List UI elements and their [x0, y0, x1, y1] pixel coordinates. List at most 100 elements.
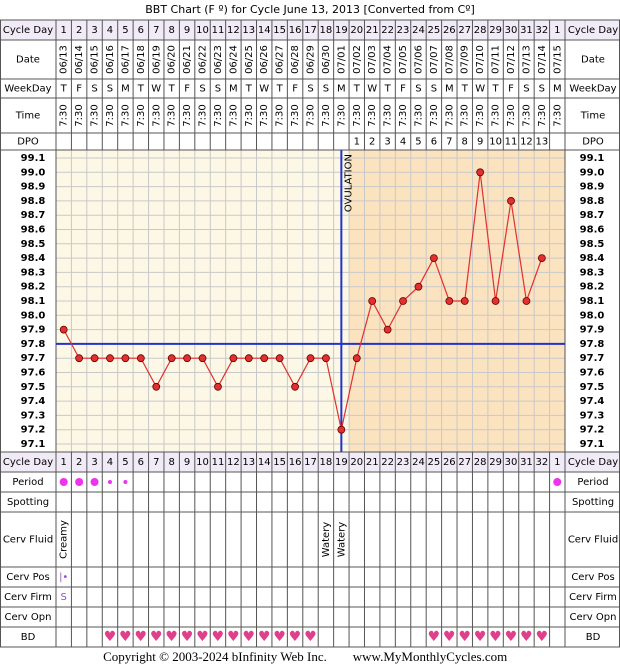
temperature-point [291, 382, 299, 391]
bd-text: ♥ [304, 629, 317, 645]
date-text: 07/09 [460, 45, 471, 74]
date-text: 07/11 [491, 45, 502, 74]
time-text: 7:30 [383, 104, 394, 126]
temperature-point [445, 297, 454, 305]
date-text: 07/01 [336, 45, 347, 74]
time-text: 7:30 [74, 104, 85, 126]
date-text: 07/13 [521, 45, 532, 74]
time-text: 7:30 [244, 104, 255, 126]
temperature-point [383, 325, 392, 334]
cycle-day-text: 8 [168, 457, 174, 468]
weekday-text: T [461, 84, 469, 95]
cycle-day-text: 15 [273, 25, 286, 36]
temperature-point [460, 297, 469, 305]
weekday-text: S [523, 84, 529, 95]
weekday-text: W [259, 84, 269, 95]
date-text: 06/22 [198, 45, 209, 74]
row-label: Cerv Pos [6, 572, 49, 583]
cycle-day-text: 9 [184, 25, 190, 36]
date-text: 07/14 [537, 45, 548, 74]
bd-text: ♥ [196, 629, 209, 645]
row-label: Cerv Opn [5, 612, 52, 623]
y-tick-label: 97.1 [21, 439, 46, 450]
cycle-day-text: 14 [258, 457, 271, 468]
cycle-day-text: 1 [554, 457, 560, 468]
row-label: Cerv Fluid [3, 535, 53, 546]
y-tick-label-right: 98.1 [580, 296, 605, 307]
temperature-point [152, 382, 161, 391]
weekday-text: S [323, 84, 329, 95]
date-text: 07/06 [413, 45, 424, 74]
temperature-point [214, 382, 222, 391]
time-text: 7:30 [460, 104, 471, 126]
y-tick-label-right: 98.2 [580, 282, 605, 293]
dpo-text: 6 [431, 137, 437, 148]
weekday-text: S [415, 84, 421, 95]
cycle-day-text: 4 [107, 25, 113, 36]
time-text: 7:30 [182, 104, 193, 126]
bd-text: ♥ [428, 629, 441, 645]
y-tick-label: 98.5 [21, 239, 46, 250]
y-tick-label: 97.6 [21, 367, 46, 378]
row-label: DPO [17, 137, 39, 148]
bd-text: ♥ [505, 629, 518, 645]
cycle-day-text: 27 [458, 457, 471, 468]
cycle-day-text: 5 [122, 25, 128, 36]
y-tick-label-right: 99.0 [580, 167, 605, 178]
temperature-point [306, 354, 315, 363]
y-tick-label-right: 98.7 [580, 210, 605, 221]
cycle-day-text: 10 [196, 457, 209, 468]
weekday-text: S [431, 84, 437, 95]
bd-text: ♥ [212, 629, 225, 645]
y-tick-label-right: 98.0 [580, 310, 605, 321]
time-text: 7:30 [336, 104, 347, 126]
cycle-day-text: 3 [91, 25, 97, 36]
cycle-day-text: 31 [520, 457, 533, 468]
weekday-text: S [215, 84, 221, 95]
weekday-text: T [353, 84, 361, 95]
cycle-day-text: 2 [76, 457, 82, 468]
time-text: 7:30 [398, 104, 409, 126]
y-tick-label-right: 97.7 [580, 353, 605, 364]
weekday-text: F [184, 84, 190, 95]
y-tick-label: 97.2 [21, 425, 46, 436]
cycle-day-text: 27 [458, 25, 471, 36]
cycle-day-text: 21 [366, 457, 379, 468]
y-tick-label: 98.0 [21, 310, 46, 321]
y-tick-label: 97.3 [21, 410, 46, 421]
weekday-text: F [292, 84, 298, 95]
weekday-text: W [475, 84, 485, 95]
date-text: 06/18 [136, 45, 147, 74]
date-text: 06/14 [74, 45, 85, 74]
bd-text: ♥ [119, 629, 132, 645]
temperature-point [260, 354, 269, 363]
cycle-day-text: 16 [289, 25, 302, 36]
cycle-day-text: 23 [397, 457, 410, 468]
cycle-day-text: 11 [212, 457, 225, 468]
bd-text: ♥ [243, 629, 256, 645]
y-tick-label: 99.0 [21, 167, 46, 178]
temperature-point [244, 354, 253, 363]
weekday-text: T [276, 84, 284, 95]
y-tick-label: 98.8 [21, 196, 46, 207]
temperature-point [121, 354, 130, 363]
temperature-point [491, 297, 500, 305]
y-tick-label-right: 97.3 [580, 410, 605, 421]
period-dot [59, 478, 68, 486]
row-label: Cerv Firm [4, 592, 52, 603]
row-label-right: Cerv Firm [569, 592, 617, 603]
row-label-right: Cerv Fluid [568, 535, 618, 546]
temperature-point [106, 354, 114, 363]
bd-text: ♥ [165, 629, 178, 645]
time-text: 7:30 [290, 104, 301, 126]
row-label-right: Date [581, 55, 605, 66]
time-text: 7:30 [90, 104, 101, 126]
row-label: Spotting [7, 497, 49, 508]
cycle-day-text: 29 [489, 457, 502, 468]
cycle-day-text: 10 [196, 25, 209, 36]
period-dot [123, 480, 128, 484]
cerv-firm-text: S [61, 592, 67, 603]
time-text: 7:30 [429, 104, 440, 126]
dpo-text: 5 [415, 137, 421, 148]
weekday-text: T [137, 84, 145, 95]
